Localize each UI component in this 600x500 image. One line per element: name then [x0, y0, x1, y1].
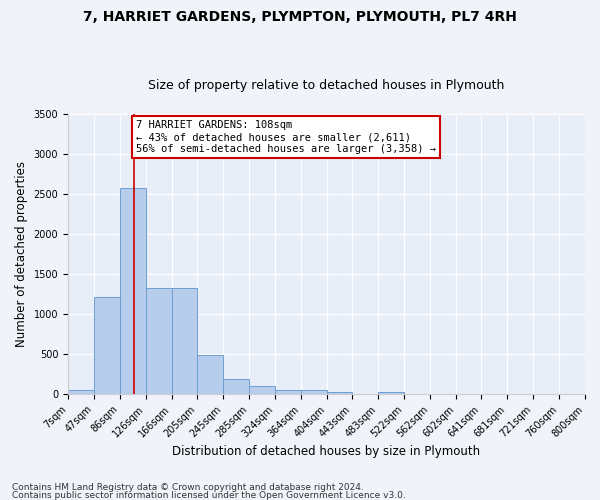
Text: 7 HARRIET GARDENS: 108sqm
← 43% of detached houses are smaller (2,611)
56% of se: 7 HARRIET GARDENS: 108sqm ← 43% of detac… — [136, 120, 436, 154]
Title: Size of property relative to detached houses in Plymouth: Size of property relative to detached ho… — [148, 79, 505, 92]
Text: 7, HARRIET GARDENS, PLYMPTON, PLYMOUTH, PL7 4RH: 7, HARRIET GARDENS, PLYMPTON, PLYMOUTH, … — [83, 10, 517, 24]
Bar — [249, 386, 275, 394]
Bar — [327, 392, 352, 394]
Bar — [68, 390, 94, 394]
Y-axis label: Number of detached properties: Number of detached properties — [15, 161, 28, 347]
Bar — [197, 355, 223, 394]
Bar — [172, 288, 197, 394]
Bar — [146, 288, 172, 394]
Bar — [379, 392, 404, 394]
Bar — [94, 296, 119, 394]
X-axis label: Distribution of detached houses by size in Plymouth: Distribution of detached houses by size … — [172, 444, 481, 458]
Bar — [275, 390, 301, 394]
Bar — [119, 188, 146, 394]
Bar — [301, 390, 327, 394]
Text: Contains public sector information licensed under the Open Government Licence v3: Contains public sector information licen… — [12, 490, 406, 500]
Bar — [223, 379, 249, 394]
Text: Contains HM Land Registry data © Crown copyright and database right 2024.: Contains HM Land Registry data © Crown c… — [12, 484, 364, 492]
